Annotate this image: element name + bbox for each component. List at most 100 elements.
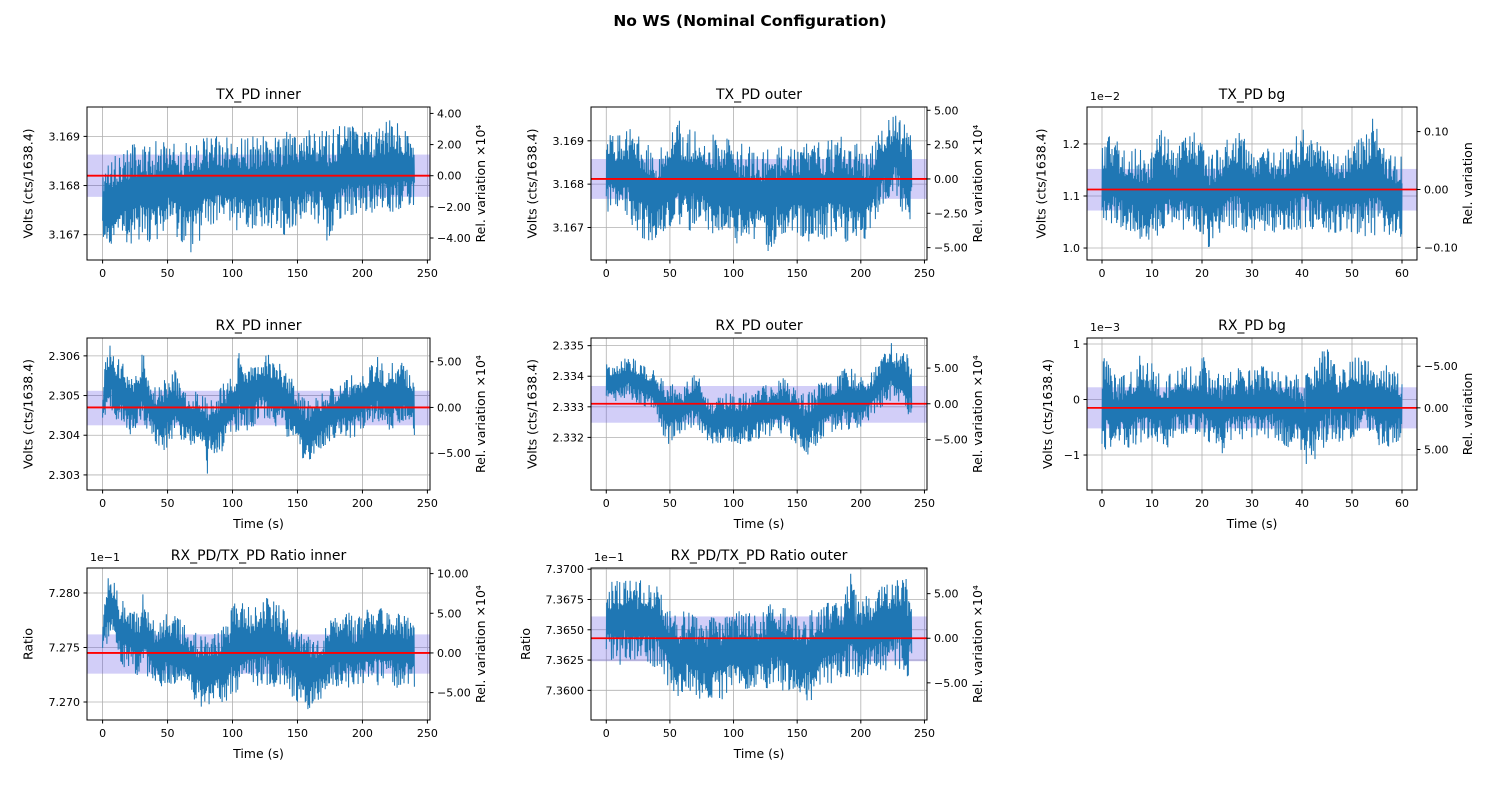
y-tick-label: 0 — [1073, 394, 1080, 407]
x-tick-label: 0 — [603, 267, 610, 280]
y-axis-label: Volts (cts/1638.4) — [1034, 128, 1049, 238]
x-tick-label: 100 — [222, 497, 243, 510]
x-tick-label: 50 — [1345, 267, 1359, 280]
plot-title: RX_PD/TX_PD Ratio outer — [671, 548, 848, 564]
x-tick-label: 0 — [99, 267, 106, 280]
x-tick-label: 150 — [787, 497, 808, 510]
x-tick-label: 250 — [417, 267, 438, 280]
right-tick-label: −5.00 — [934, 677, 968, 690]
y-axis-label: Ratio — [21, 628, 36, 660]
x-tick-label: 250 — [914, 727, 935, 740]
x-axis-label: Time (s) — [232, 746, 284, 761]
subplot-rx-pd-outer: 0 50 100 150 200 250 2.332 2.333 2.334 2.335 5.00 0… — [525, 318, 986, 531]
plot-title: TX_PD inner — [215, 87, 301, 103]
right-tick-label: 5.00 — [437, 356, 462, 369]
right-axis-label: Rel. variation ×10⁴ — [970, 355, 985, 473]
y-tick-label: 3.169 — [553, 135, 585, 148]
x-tick-label: 150 — [287, 727, 308, 740]
axes-frame — [86, 106, 431, 261]
y-tick-label: 3.167 — [49, 229, 81, 242]
right-tick-label: 0.00 — [934, 632, 959, 645]
x-tick-label: 50 — [161, 267, 175, 280]
y-axis-label: Volts (cts/1638.4) — [525, 359, 540, 469]
right-tick-label: 2.50 — [934, 139, 959, 152]
subplot-ratio-inner: 0 50 100 150 200 250 7.270 7.275 7.280 10.00 5.00 0… — [21, 548, 489, 761]
plot-title: RX_PD bg — [1218, 318, 1286, 334]
x-tick-label: 200 — [850, 497, 871, 510]
subplot-ratio-outer: 0 50 100 150 200 250 7.3600 7.3625 7.3650 7.3675 7… — [518, 548, 985, 761]
x-tick-label: 50 — [161, 497, 175, 510]
y-tick-label: 2.304 — [49, 429, 81, 442]
axes-frame — [590, 337, 928, 491]
right-axis-label: Rel. variation ×10⁴ — [473, 125, 488, 243]
y-tick-label: 7.3675 — [546, 593, 585, 606]
y-tick-label: 7.275 — [49, 641, 81, 654]
subplot-tx-pd-outer: 0 50 100 150 200 250 3.167 3.168 3.169 5.00 2.50 0.… — [525, 87, 986, 280]
x-tick-label: 0 — [1099, 267, 1106, 280]
y-axis-label: Volts (cts/1638.4) — [21, 359, 36, 469]
right-tick-label: −5.00 — [437, 687, 471, 700]
y-tick-label: 7.3625 — [546, 654, 585, 667]
x-tick-label: 150 — [287, 497, 308, 510]
series-line — [605, 573, 913, 701]
x-tick-label: 30 — [1245, 267, 1259, 280]
right-tick-label: 5.00 — [1424, 443, 1449, 456]
x-tick-label: 20 — [1195, 497, 1209, 510]
right-axis-label: Rel. variation ×10⁴ — [473, 355, 488, 473]
right-tick-label: −5.00 — [1424, 360, 1458, 373]
y-tick-label: 1 — [1073, 338, 1080, 351]
y-tick-label: 1.0 — [1063, 242, 1081, 255]
x-tick-label: 100 — [222, 727, 243, 740]
y-tick-label: 7.280 — [49, 587, 81, 600]
y-tick-label: 7.270 — [49, 696, 81, 709]
x-tick-label: 200 — [352, 727, 373, 740]
x-tick-label: 50 — [161, 727, 175, 740]
x-tick-label: 150 — [787, 727, 808, 740]
y-tick-label: 3.167 — [553, 221, 585, 234]
x-tick-label: 100 — [723, 267, 744, 280]
right-tick-label: 0.00 — [437, 170, 462, 183]
right-tick-label: 0.00 — [1424, 183, 1449, 196]
x-tick-label: 0 — [99, 497, 106, 510]
right-tick-label: 2.00 — [437, 139, 462, 152]
x-tick-label: 250 — [417, 497, 438, 510]
x-tick-label: 50 — [1345, 497, 1359, 510]
axes-frame — [590, 567, 928, 721]
right-tick-label: 0.00 — [934, 398, 959, 411]
axis-offset-text: 1e−1 — [594, 551, 624, 564]
y-tick-label: 2.335 — [553, 340, 585, 353]
y-tick-label: 2.333 — [553, 401, 585, 414]
right-axis-label: Rel. variation — [1460, 142, 1475, 225]
x-tick-label: 60 — [1395, 267, 1409, 280]
x-tick-label: 50 — [663, 497, 677, 510]
right-tick-label: 5.00 — [934, 362, 959, 375]
axis-offset-text: 1e−3 — [1090, 321, 1120, 334]
series-line — [1101, 349, 1403, 465]
right-tick-label: −5.00 — [934, 242, 968, 255]
right-axis-label: Rel. variation ×10⁴ — [970, 125, 985, 243]
series-line — [102, 578, 415, 710]
right-tick-label: 10.00 — [437, 568, 469, 581]
series-line — [102, 120, 415, 253]
y-axis-label: Volts (cts/1638.4) — [525, 128, 540, 238]
series-line — [605, 115, 913, 252]
right-tick-label: −5.00 — [934, 433, 968, 446]
subplot-rx-pd-inner: 0 50 100 150 200 250 2.303 2.304 2.305 2.306 5.00 0… — [21, 318, 489, 531]
right-tick-label: 0.00 — [437, 647, 462, 660]
y-tick-label: 3.168 — [49, 180, 81, 193]
x-tick-label: 100 — [723, 497, 744, 510]
x-tick-label: 250 — [914, 497, 935, 510]
axes-frame — [86, 337, 431, 491]
x-tick-label: 50 — [663, 727, 677, 740]
subplot-rx-pd-bg: 0 10 20 30 40 50 60 −1 0 1 −5.00 0.00 5.00 RX_PD bg 1e… — [1040, 318, 1475, 531]
y-axis-label: Ratio — [518, 628, 533, 660]
y-axis-label: Volts (cts/1638.4) — [21, 128, 36, 238]
right-tick-label: −5.00 — [437, 447, 471, 460]
right-tick-label: 4.00 — [437, 107, 462, 120]
y-tick-label: 1.2 — [1063, 138, 1081, 151]
x-axis-label: Time (s) — [232, 516, 284, 531]
right-tick-label: 5.00 — [437, 607, 462, 620]
y-tick-label: 3.168 — [553, 178, 585, 191]
figure-title: No WS (Nominal Configuration) — [613, 12, 887, 30]
